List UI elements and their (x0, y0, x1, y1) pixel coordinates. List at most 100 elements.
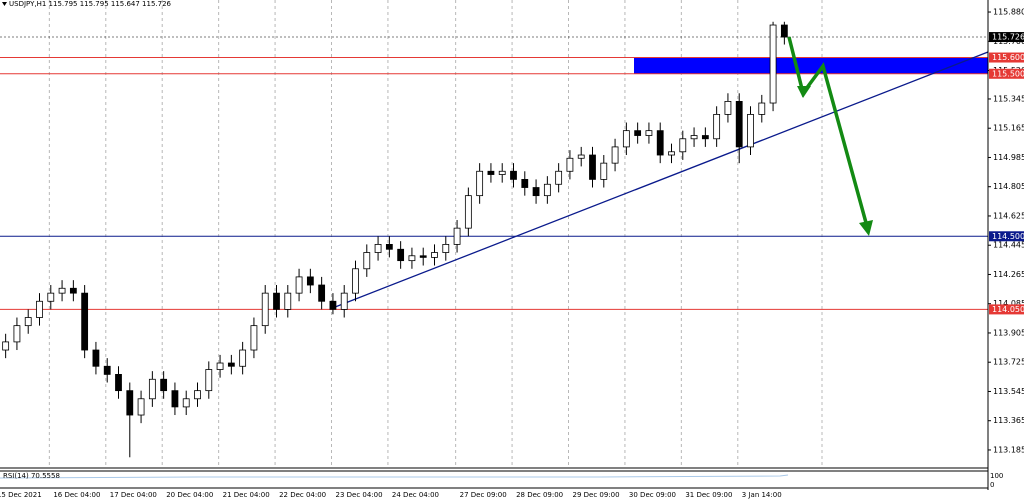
candle-body (724, 101, 732, 115)
candle-body (340, 292, 348, 310)
candle-body (284, 292, 292, 310)
candle-body (453, 227, 461, 245)
candle-body (713, 114, 721, 140)
y-tick-label: 113.545 (993, 387, 1024, 396)
candle-body (2, 341, 10, 351)
candle-body (363, 252, 371, 270)
candle-body (408, 255, 416, 262)
trendline (329, 51, 989, 310)
x-tick-label: 22 Dec 04:00 (279, 491, 326, 499)
rsi-label: RSI(14) 70.5558 (3, 472, 60, 480)
candle-body (656, 130, 664, 156)
candle-body (431, 252, 438, 258)
candle-body (476, 170, 484, 197)
candle-body (273, 292, 280, 310)
level-label-box (989, 231, 1024, 242)
candle-body (171, 390, 179, 408)
level-label: 115.500 (992, 69, 1024, 78)
candle-body (735, 101, 743, 148)
arrow-head (797, 86, 811, 98)
candle-body (747, 114, 754, 148)
candle-body (600, 162, 608, 180)
header: USDJPY,H1 115.795 115.795 115.647 115.72… (9, 0, 172, 8)
candle-body (92, 349, 100, 367)
candle-body (36, 300, 43, 318)
y-tick-label: 114.445 (993, 241, 1024, 250)
candle-body (69, 287, 77, 294)
candle-body (126, 390, 134, 416)
y-tick-label: 114.265 (993, 270, 1024, 279)
level-label-box (989, 52, 1024, 63)
price-axis: 115.880115.700115.520115.345115.165114.9… (988, 8, 1024, 454)
level-label-box (989, 304, 1024, 315)
level-label: 115.600 (992, 53, 1024, 62)
rsi-tick: 0 (990, 481, 994, 489)
candle-body (442, 243, 450, 253)
candle-body (148, 378, 156, 400)
x-tick-label: 23 Dec 04:00 (336, 491, 383, 499)
y-tick-label: 114.805 (993, 182, 1024, 191)
header-arrow (2, 2, 7, 6)
candle-body (690, 135, 698, 140)
y-tick-label: 114.625 (993, 211, 1024, 220)
x-tick-label: 30 Dec 09:00 (629, 491, 676, 499)
candle-body (577, 154, 585, 159)
y-tick-label: 115.880 (993, 8, 1024, 17)
x-tick-label: 16 Dec 04:00 (53, 491, 100, 499)
supply-zone (634, 57, 988, 74)
candle-body (115, 373, 122, 392)
candle-body (510, 170, 517, 180)
y-tick-label: 115.165 (993, 124, 1024, 133)
level-label: 114.050 (992, 305, 1024, 314)
x-tick-label: 21 Dec 04:00 (223, 491, 270, 499)
candle-body (306, 276, 314, 286)
candle-body (194, 390, 201, 400)
candle-body (419, 255, 427, 258)
candle-body (250, 325, 258, 351)
candle-body (566, 157, 574, 172)
candle-body (679, 138, 687, 153)
candle-body (464, 195, 472, 229)
candles (2, 21, 788, 458)
candle-body (24, 317, 32, 327)
candle-body (47, 292, 55, 302)
candle-body (385, 243, 393, 250)
candle-body (668, 151, 675, 156)
candle-body (137, 398, 145, 416)
candle-body (397, 248, 405, 262)
candle-body (555, 170, 563, 185)
y-tick-label: 113.365 (993, 416, 1024, 425)
y-tick-label: 113.185 (993, 445, 1024, 454)
candle-body (634, 130, 642, 136)
y-tick-label: 115.345 (993, 94, 1024, 103)
y-tick-label: 113.725 (993, 358, 1024, 367)
x-tick-label: 15 Dec 2021 (0, 491, 42, 499)
candle-body (318, 284, 326, 302)
candle-body (13, 325, 21, 343)
arrow-head (859, 220, 873, 236)
level-label-box (989, 68, 1024, 79)
candle-body (769, 24, 777, 104)
candle-body (295, 276, 303, 294)
x-tick-label: 29 Dec 09:00 (573, 491, 620, 499)
candle-body (611, 146, 619, 164)
candle-body (532, 187, 540, 197)
candle-body (498, 170, 506, 175)
x-tick-label: 31 Dec 09:00 (685, 491, 732, 499)
grid (48, 0, 823, 468)
candle-body (160, 378, 168, 392)
candle-body (589, 154, 596, 180)
zone-layer (634, 57, 988, 74)
candle-body (227, 362, 235, 367)
candle-body (205, 369, 213, 392)
candle-body (216, 362, 224, 370)
rsi-tick: 100 (990, 472, 1003, 480)
y-tick-label: 113.905 (993, 328, 1024, 337)
y-tick-label: 114.985 (993, 153, 1024, 162)
candle-body (103, 365, 111, 375)
level-label-box (989, 32, 1024, 43)
candle-body (182, 398, 190, 408)
level-label: 114.500 (992, 232, 1024, 241)
candle-body (780, 24, 788, 38)
